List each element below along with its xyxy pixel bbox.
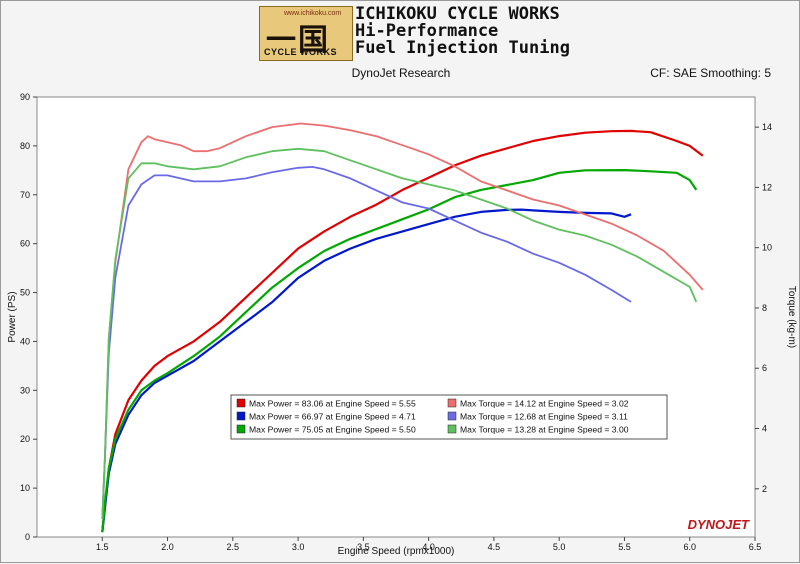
x-tick-label: 5.5 bbox=[618, 542, 631, 552]
y2-tick-label: 8 bbox=[762, 303, 767, 313]
ichikoku-logo: www.ichikoku.com 一国 CYCLE WORKS bbox=[259, 6, 353, 61]
x-tick-label: 5.0 bbox=[553, 542, 566, 552]
legend-entry: Max Torque = 13.28 at Engine Speed = 3.0… bbox=[460, 425, 629, 435]
x-tick-label: 2.5 bbox=[227, 542, 240, 552]
legend-entry: Max Power = 83.06 at Engine Speed = 5.55 bbox=[249, 399, 416, 409]
logo-sub: CYCLE WORKS bbox=[264, 47, 337, 57]
legend-entry: Max Torque = 14.12 at Engine Speed = 3.0… bbox=[460, 399, 629, 409]
y2-tick-label: 6 bbox=[762, 363, 767, 373]
power-line-2 bbox=[101, 169, 698, 533]
axes-group: 1.5 2.0 2.5 3.0 3.5 4.0 4.5 5.0 5.5 6.0 6.5 0 10 20 30… bbox=[20, 92, 772, 552]
brand-line-3: Fuel Injection Tuning bbox=[355, 38, 570, 58]
y2-tick-label: 4 bbox=[762, 424, 767, 434]
y2-axis-label: Torque (kg-m) bbox=[786, 286, 797, 348]
series-group bbox=[101, 122, 704, 533]
y-tick-label: 10 bbox=[20, 483, 30, 493]
y-axis-label: Power (PS) bbox=[7, 291, 18, 342]
x-tick-label: 3.0 bbox=[292, 542, 305, 552]
y-tick-label: 70 bbox=[20, 190, 30, 200]
legend-entry: Max Power = 66.97 at Engine Speed = 4.71 bbox=[249, 412, 416, 422]
y2-tick-label: 2 bbox=[762, 484, 767, 494]
y-tick-label: 50 bbox=[20, 288, 30, 298]
y-tick-label: 90 bbox=[20, 92, 30, 102]
legend-swatch bbox=[236, 398, 246, 408]
header-center-text: DynoJet Research bbox=[351, 66, 451, 80]
y-tick-label: 0 bbox=[25, 532, 30, 542]
y-tick-label: 40 bbox=[20, 336, 30, 346]
y-tick-label: 20 bbox=[20, 434, 30, 444]
brand-line-2: Hi-Performance bbox=[355, 21, 499, 41]
y2-tick-label: 12 bbox=[762, 182, 772, 192]
y-tick-label: 60 bbox=[20, 239, 30, 249]
x-tick-label: 3.5 bbox=[357, 542, 370, 552]
brand-block: ICHIKOKU CYCLE WORKS Hi-Performance Fuel… bbox=[355, 6, 570, 57]
dynojet-watermark: DYNOJET bbox=[688, 517, 750, 532]
y-tick-label: 80 bbox=[20, 141, 30, 151]
x-tick-label: 6.0 bbox=[683, 542, 696, 552]
power-line-0 bbox=[101, 129, 704, 533]
x-tick-label: 2.0 bbox=[161, 542, 174, 552]
legend-entry: Max Torque = 12.68 at Engine Speed = 3.1… bbox=[460, 412, 628, 422]
y-tick-label: 30 bbox=[20, 385, 30, 395]
x-tick-label: 4.5 bbox=[488, 542, 501, 552]
legend-swatch bbox=[236, 424, 246, 434]
legend-swatch bbox=[447, 411, 457, 421]
y2-tick-label: 14 bbox=[762, 122, 772, 132]
legend-swatch bbox=[236, 411, 246, 421]
y2-tick-label: 10 bbox=[762, 243, 772, 253]
logo-site: www.ichikoku.com bbox=[284, 10, 342, 17]
torque-line-5 bbox=[101, 147, 698, 519]
x-tick-label: 6.5 bbox=[749, 542, 762, 552]
logo-kanji: 一国 bbox=[266, 23, 330, 58]
legend-swatch bbox=[447, 424, 457, 434]
brand-line-1: ICHIKOKU CYCLE WORKS bbox=[355, 4, 560, 24]
torque-line-3 bbox=[101, 122, 704, 519]
legend-swatch bbox=[447, 398, 457, 408]
power-line-1 bbox=[101, 208, 632, 533]
torque-line-4 bbox=[101, 165, 632, 519]
header-cf-text: CF: SAE Smoothing: 5 bbox=[650, 66, 771, 80]
x-tick-label: 1.5 bbox=[96, 542, 109, 552]
legend-entry: Max Power = 75.05 at Engine Speed = 5.50 bbox=[249, 425, 416, 435]
legend: Max Power = 83.06 at Engine Speed = 5.55… bbox=[230, 394, 668, 440]
x-axis-label: Engine Speed (rpmx1000) bbox=[338, 546, 455, 557]
x-tick-label: 4.0 bbox=[422, 542, 435, 552]
